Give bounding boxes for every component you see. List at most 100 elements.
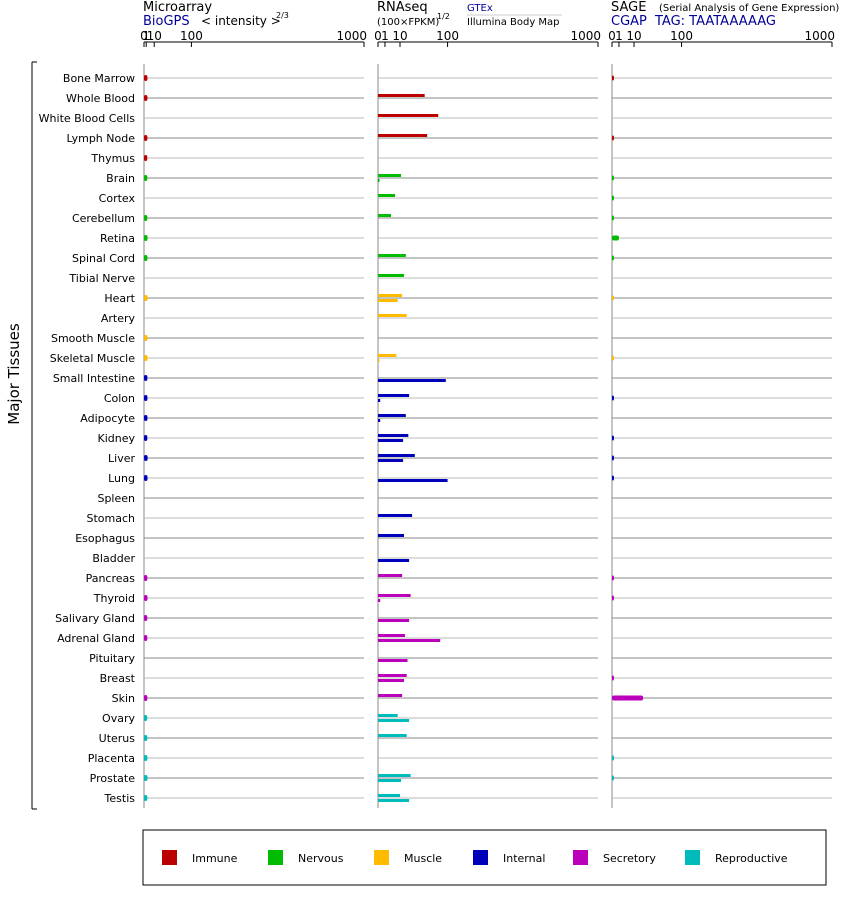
sage-tick-label: 0 (608, 29, 616, 43)
rnaseq-bodymap-bar (378, 799, 410, 802)
rnaseq-gtex-bar (378, 634, 405, 637)
rnaseq-gtex-bar (378, 514, 413, 517)
tissue-label: Bladder (92, 552, 135, 565)
panel-headers: Microarray BioGPS < intensity > 2/3 RNAs… (143, 0, 839, 29)
tissue-label: Placenta (88, 752, 135, 765)
rnaseq-bodymap-bar (378, 299, 398, 302)
sage-source: CGAP (611, 14, 647, 29)
rnaseq-tick-label: 10 (392, 29, 407, 43)
tissue-label: Adipocyte (80, 412, 135, 425)
y-axis-bracket: Major Tissues (5, 61, 37, 810)
tissue-label: Colon (104, 392, 135, 405)
microarray-bar (144, 595, 148, 601)
sage-bar (612, 255, 614, 261)
legend-item-reproductive: Reproductive (685, 850, 788, 865)
y-axis-label: Major Tissues (5, 323, 23, 425)
tissue-label: Spinal Cord (72, 252, 135, 265)
microarray-tick-label: 1 (142, 29, 150, 43)
sage-bar (612, 215, 614, 221)
rnaseq-bodymap-bar (378, 459, 404, 462)
rnaseq-bodymap-bar (378, 659, 408, 662)
tissue-row: Adipocyte (80, 412, 832, 425)
legend-item-secretory: Secretory (573, 850, 656, 865)
microarray-bar (144, 795, 148, 801)
tissue-label: Esophagus (75, 532, 135, 545)
tissue-row: Thyroid (93, 592, 832, 605)
rnaseq-tick-label: 100 (436, 29, 459, 43)
tissue-row: Esophagus (75, 532, 832, 545)
microarray-tick-label: 10 (147, 29, 162, 43)
tissue-label: Cortex (99, 192, 136, 205)
microarray-scale-note: < intensity > (201, 14, 281, 28)
tissue-row: Whole Blood (66, 92, 832, 105)
microarray-bar (144, 695, 148, 701)
sage-bar (612, 135, 614, 141)
legend-swatch (473, 850, 488, 865)
microarray-bar (144, 735, 148, 741)
legend-label: Reproductive (715, 852, 788, 865)
microarray-bar (144, 375, 148, 381)
tissue-label: Adrenal Gland (57, 632, 135, 645)
tissue-row: Spleen (97, 492, 832, 505)
tissue-row: Stomach (86, 512, 832, 525)
rnaseq-gtex-bar (378, 454, 415, 457)
tissue-label: Heart (104, 292, 135, 305)
microarray-bar (144, 95, 148, 101)
sage-bar (612, 775, 614, 781)
sage-bar (612, 75, 614, 81)
tissue-row: Skin (112, 692, 832, 705)
tissue-label: Bone Marrow (63, 72, 135, 85)
tissue-row: Liver (108, 452, 832, 465)
microarray-bar (144, 755, 148, 761)
legend-frame (142, 829, 827, 886)
microarray-bar (144, 175, 148, 181)
tissue-label: Uterus (99, 732, 136, 745)
tissue-label: Tibial Nerve (68, 272, 135, 285)
sage-bar (612, 435, 614, 441)
tissue-label: Retina (100, 232, 135, 245)
tissue-row: Testis (104, 792, 832, 805)
sage-bar (612, 455, 614, 461)
sage-bar (612, 695, 644, 701)
rnaseq-gtex-bar (378, 774, 411, 777)
rnaseq-title: RNAseq (377, 0, 428, 15)
sage-tick-label: 10 (626, 29, 641, 43)
rnaseq-tick-label: 1000 (570, 29, 601, 43)
rnaseq-gtex-bar (378, 674, 407, 677)
tissue-label: Thyroid (93, 592, 135, 605)
rnaseq-unit: (100×FPKM) (377, 17, 439, 28)
rnaseq-bodymap-bar (378, 439, 404, 442)
tissue-row: Brain (106, 172, 832, 185)
tissue-row: Smooth Muscle (51, 332, 832, 345)
rnaseq-bodymap-bar (378, 599, 381, 602)
tissue-label: White Blood Cells (39, 112, 136, 125)
microarray-bar (144, 415, 148, 421)
microarray-bar (144, 235, 148, 241)
legend-label: Internal (503, 852, 545, 865)
tissue-row: Heart (104, 292, 832, 305)
microarray-bar (144, 435, 148, 441)
rnaseq-bodymap-bar (378, 179, 380, 182)
legend-item-immune: Immune (162, 850, 238, 865)
tissue-row: Bone Marrow (63, 72, 832, 85)
microarray-bar (144, 455, 148, 461)
tissue-label: Testis (104, 792, 136, 805)
legend-swatch (162, 850, 177, 865)
tissue-label: Stomach (86, 512, 135, 525)
microarray-title: Microarray (143, 0, 212, 15)
sage-tag: TAG: TAATAAAAAG (654, 14, 776, 29)
microarray-bar (144, 635, 148, 641)
sage-bar (612, 295, 614, 301)
microarray-source: BioGPS (143, 14, 190, 29)
sage-bar (612, 475, 614, 481)
tissue-row: Small Intestine (53, 372, 832, 385)
rnaseq-gtex-bar (378, 574, 403, 577)
legend-label: Immune (192, 852, 238, 865)
tissue-row: Retina (100, 232, 832, 245)
tissue-row: Breast (100, 672, 832, 685)
tissue-row: Lung (108, 472, 832, 485)
tissue-label: Salivary Gland (55, 612, 135, 625)
rnaseq-gtex-bar (378, 734, 407, 737)
